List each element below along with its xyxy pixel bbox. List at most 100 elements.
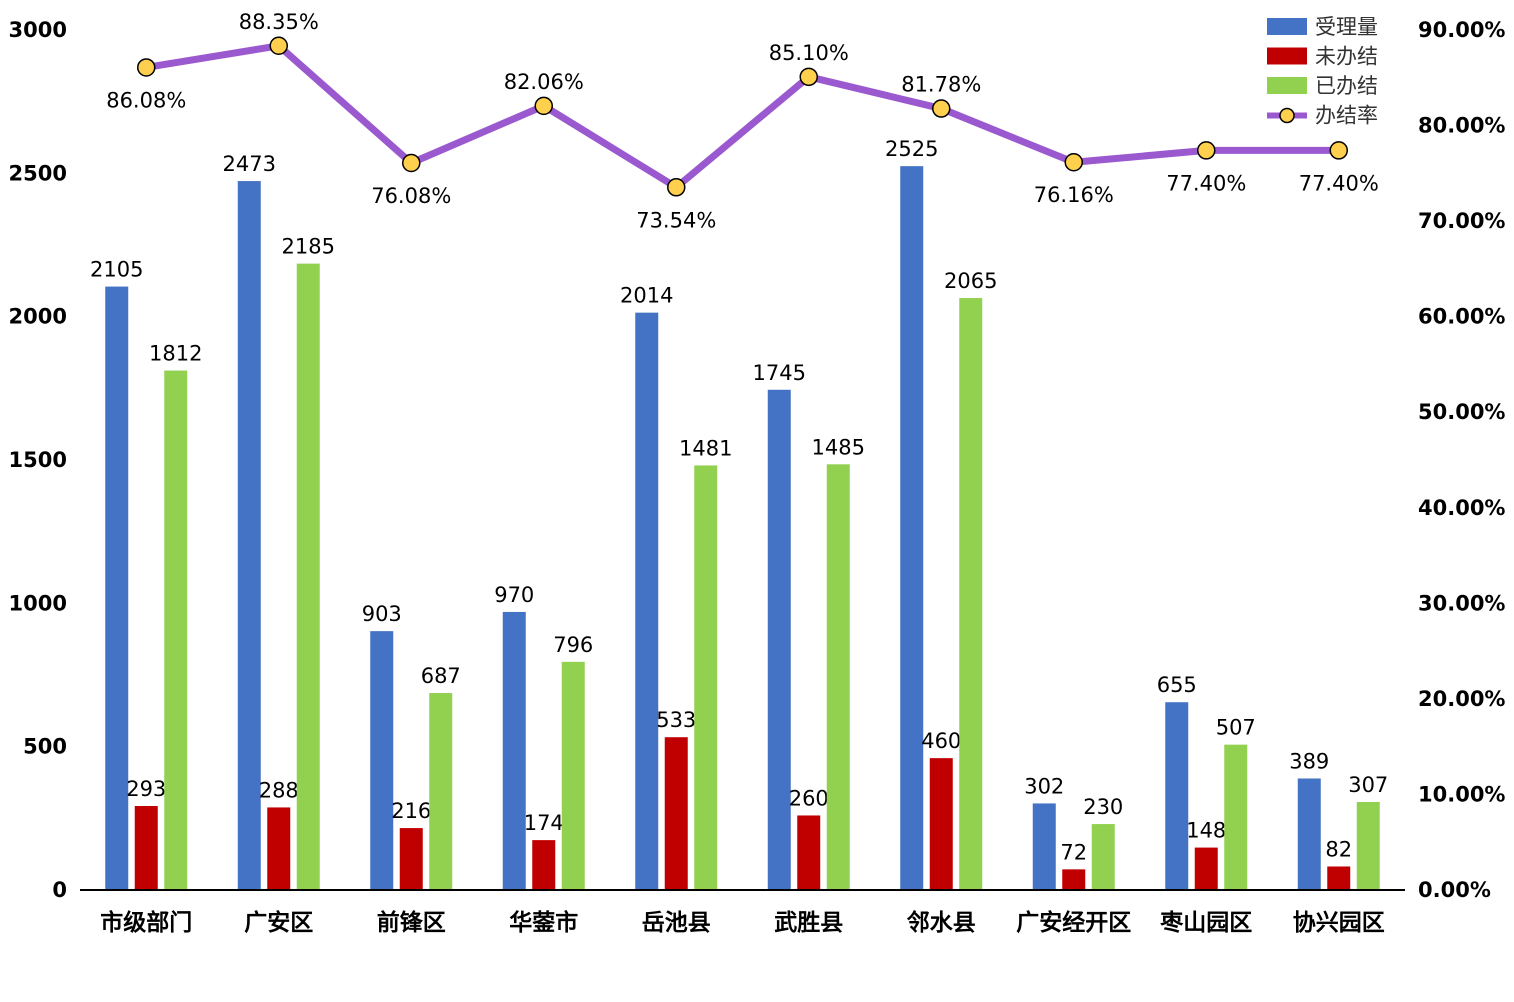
rate-line: [145, 42, 1339, 191]
bar-data-label: 533: [656, 708, 696, 732]
bar-2: [1327, 866, 1351, 890]
bar-1: [1032, 803, 1056, 890]
bar-data-label: 970: [494, 583, 534, 607]
bar-data-label: 687: [421, 664, 461, 688]
category-label: 前锋区: [377, 909, 446, 936]
y-right-tick-label: 60.00%: [1418, 305, 1505, 329]
legend-label: 办结率: [1315, 104, 1378, 128]
bar-data-label: 1812: [149, 342, 202, 366]
rate-point: [799, 67, 818, 87]
bar-data-label: 460: [921, 729, 961, 753]
bar-1: [767, 389, 791, 890]
rate-point: [1064, 152, 1083, 172]
bar-3: [296, 263, 320, 891]
bar-2: [267, 807, 291, 890]
y-left-tick-label: 3000: [9, 18, 67, 42]
legend-marker: [1279, 107, 1295, 124]
bar-data-label: 389: [1289, 749, 1329, 773]
bar-data-label: 796: [553, 633, 593, 657]
bar-data-label: 1481: [679, 436, 732, 460]
bar-2: [134, 806, 158, 890]
category-label: 岳池县: [642, 910, 711, 936]
bar-data-label: 2185: [282, 235, 335, 259]
bar-1: [370, 631, 394, 890]
bar-2: [797, 815, 821, 890]
bar-1: [900, 166, 924, 890]
bar-2: [399, 828, 423, 890]
y-right-tick-label: 20.00%: [1418, 687, 1505, 711]
category-label: 枣山园区: [1159, 910, 1252, 936]
bar-1: [502, 611, 526, 890]
category-label: 武胜县: [774, 910, 843, 936]
y-left-tick-label: 2500: [9, 161, 67, 185]
bar-3: [561, 661, 585, 890]
y-right-tick-label: 40.00%: [1418, 496, 1505, 520]
bar-data-label: 1745: [753, 361, 806, 385]
y-left-tick-label: 0: [52, 878, 67, 902]
y-right-tick-label: 70.00%: [1418, 209, 1505, 233]
rate-data-label: 85.10%: [769, 41, 849, 65]
bar-data-label: 903: [362, 602, 402, 626]
legend-swatch: [1267, 47, 1307, 65]
rate-point: [534, 96, 553, 116]
bar-data-label: 174: [524, 811, 564, 835]
bar-2: [664, 737, 688, 890]
bar-data-label: 288: [259, 778, 299, 802]
rate-data-label: 76.08%: [371, 184, 451, 208]
bar-1: [237, 181, 261, 890]
y-right-tick-label: 10.00%: [1418, 782, 1505, 806]
bar-data-label: 148: [1186, 819, 1226, 843]
bar-data-label: 2105: [90, 258, 143, 282]
bar-data-label: 260: [789, 786, 829, 810]
bar-1: [105, 286, 129, 891]
category-label: 市级部门: [100, 909, 192, 936]
legend-swatch: [1267, 77, 1307, 94]
bar-3: [164, 370, 188, 890]
bar-1: [1165, 702, 1189, 890]
bar-data-label: 1485: [812, 435, 865, 459]
rate-point: [269, 36, 288, 56]
bar-data-label: 2525: [885, 137, 938, 161]
y-left-tick-label: 1500: [9, 448, 67, 472]
bar-data-label: 2014: [620, 284, 673, 308]
rate-data-label: 77.40%: [1299, 171, 1379, 195]
y-right-tick-label: 30.00%: [1418, 591, 1505, 615]
y-left-tick-label: 1000: [9, 591, 67, 615]
bar-3: [429, 693, 453, 890]
bar-data-label: 216: [391, 799, 431, 823]
y-right-tick-label: 80.00%: [1418, 114, 1505, 138]
bar-data-label: 2065: [944, 269, 997, 293]
legend-label: 已办结: [1315, 74, 1378, 98]
y-right-tick-label: 50.00%: [1418, 400, 1505, 424]
bar-1: [635, 312, 659, 890]
rate-data-label: 76.16%: [1034, 183, 1114, 207]
bar-data-label: 507: [1216, 716, 1256, 740]
legend-label: 受理量: [1315, 15, 1378, 39]
rate-data-label: 86.08%: [106, 88, 186, 112]
bar-data-label: 72: [1060, 840, 1087, 864]
bar-data-label: 293: [126, 777, 166, 801]
rate-data-label: 73.54%: [636, 208, 716, 232]
bar-data-label: 82: [1325, 837, 1352, 861]
rate-data-label: 82.06%: [504, 70, 584, 94]
bar-2: [1062, 869, 1086, 890]
y-right-tick-label: 0.00%: [1418, 878, 1491, 902]
bar-3: [694, 465, 718, 890]
category-label: 广安经开区: [1016, 909, 1131, 936]
bar-data-label: 655: [1157, 673, 1197, 697]
rate-point: [667, 178, 686, 197]
legend-label: 未办结: [1315, 45, 1378, 69]
category-label: 邻水县: [907, 910, 976, 936]
bar-data-label: 307: [1348, 773, 1388, 797]
bar-data-label: 302: [1024, 774, 1064, 798]
legend-swatch: [1267, 18, 1307, 35]
bar-data-label: 2473: [223, 152, 276, 176]
y-right-tick-label: 90.00%: [1418, 18, 1505, 42]
category-label: 广安区: [244, 909, 313, 936]
rate-point: [137, 58, 156, 77]
rate-point: [402, 153, 421, 173]
bar-3: [1224, 744, 1248, 890]
bar-3: [826, 464, 850, 890]
